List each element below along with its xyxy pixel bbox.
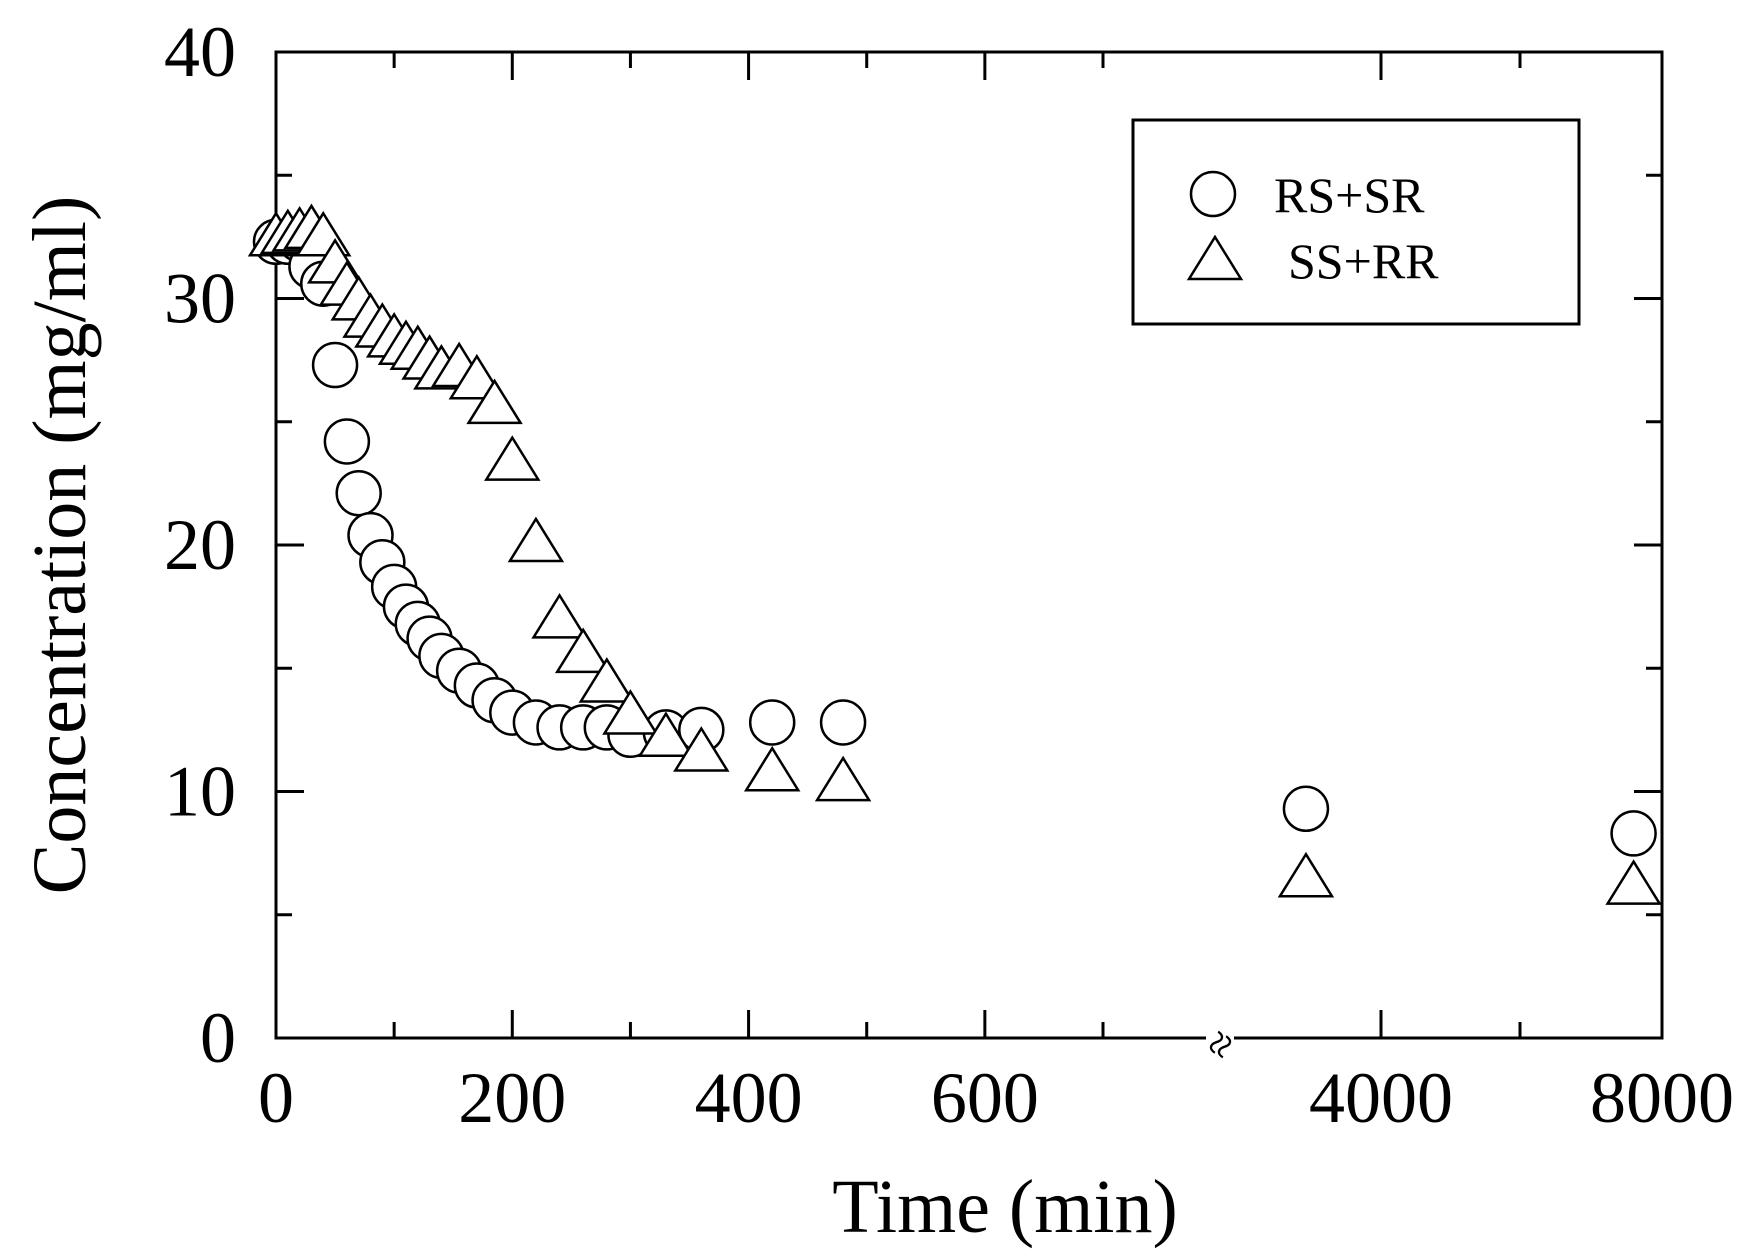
data-point-triangle xyxy=(602,689,659,735)
data-point-triangle xyxy=(484,435,541,481)
data-point-triangle xyxy=(1605,859,1662,905)
x-tick-label: 4000 xyxy=(1309,1058,1453,1138)
data-point-triangle xyxy=(1277,851,1335,898)
x-tick-label: 0 xyxy=(258,1058,294,1138)
y-tick-label: 20 xyxy=(164,505,236,585)
legend-box xyxy=(1131,118,1581,326)
legend-marker-triangle xyxy=(1186,234,1244,281)
data-point-triangle xyxy=(578,657,636,703)
data-point-triangle xyxy=(637,711,695,757)
ticks-layer xyxy=(274,50,1664,1050)
y-tick-label: 40 xyxy=(164,12,236,92)
axis-break-marker: ≈ xyxy=(1192,1021,1249,1068)
data-point-circle xyxy=(748,699,796,746)
x-tick-label: 400 xyxy=(695,1058,803,1138)
data-point-triangle xyxy=(531,593,588,639)
y-tick-label: 0 xyxy=(200,998,236,1078)
data-point-circle xyxy=(311,341,359,389)
data-point-triangle xyxy=(673,726,730,772)
x-tick-label: 8000 xyxy=(1590,1058,1734,1138)
data-point-circle xyxy=(819,699,867,746)
data-point-triangle xyxy=(554,627,612,674)
legend-label-rs-sr: RS+SR xyxy=(1274,167,1425,223)
data-point-triangle xyxy=(743,745,801,792)
x-tick-label: 600 xyxy=(931,1058,1039,1138)
data-point-circle xyxy=(1282,785,1330,833)
y-tick-label: 10 xyxy=(164,752,236,832)
x-tick-label: 200 xyxy=(458,1058,566,1138)
legend: RS+SR SS+RR xyxy=(1131,118,1581,326)
x-axis-title: Time (min) xyxy=(832,1165,1178,1249)
legend-marker-circle xyxy=(1189,170,1237,218)
axis-break-gap xyxy=(1206,1028,1234,1050)
data-point-circle xyxy=(323,418,371,465)
legend-label-ss-rr: SS+RR xyxy=(1288,233,1439,289)
data-point-triangle xyxy=(814,755,872,802)
data-point-circle xyxy=(335,469,382,517)
data-point-circle xyxy=(1610,810,1657,857)
data-series xyxy=(247,203,1662,905)
data-point-triangle xyxy=(507,516,565,563)
series-ss-rr xyxy=(247,203,1662,905)
data-point-triangle xyxy=(466,378,523,425)
y-tick-label: 30 xyxy=(164,259,236,339)
y-axis-title: Concentration (mg/ml) xyxy=(18,196,102,895)
